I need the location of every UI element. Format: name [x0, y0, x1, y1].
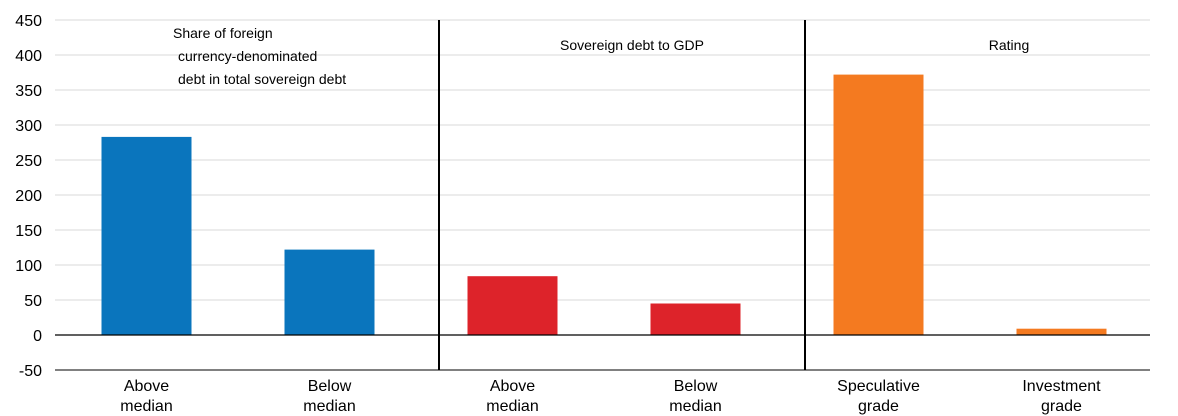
panel-title-line: currency-denominated — [178, 48, 317, 64]
y-tick-label: 350 — [15, 83, 42, 100]
y-tick-label: 300 — [15, 118, 42, 135]
category-label: Above — [124, 378, 169, 395]
panel-title-line: debt in total sovereign debt — [178, 71, 346, 87]
x-axis-category-labels: Above median Below median Above median Below me… — [120, 378, 1101, 415]
bar — [284, 249, 375, 335]
bar — [467, 276, 558, 335]
y-tick-label: 450 — [15, 13, 42, 30]
category-label: Below — [308, 378, 352, 395]
y-axis-tick-labels: -50 0 50 100 150 200 250 300 350 400 450 — [15, 13, 42, 380]
category-label: median — [120, 398, 172, 415]
panel-title-line: Sovereign debt to GDP — [560, 37, 704, 53]
bar — [1016, 328, 1107, 335]
category-label: Below — [674, 378, 718, 395]
axes — [55, 334, 1150, 371]
category-label: median — [303, 398, 355, 415]
bar — [101, 136, 192, 335]
y-tick-label: 250 — [15, 153, 42, 170]
y-tick-label: 150 — [15, 223, 42, 240]
y-tick-label: 200 — [15, 188, 42, 205]
category-label: Above — [490, 378, 535, 395]
panel-separators — [438, 20, 806, 370]
gridlines — [55, 19, 1150, 301]
panel-title-line: Rating — [989, 37, 1029, 53]
bar — [650, 303, 741, 335]
category-label: grade — [858, 398, 899, 415]
category-label: Speculative — [837, 378, 920, 395]
category-label: median — [486, 398, 538, 415]
category-label: median — [669, 398, 721, 415]
category-label: grade — [1041, 398, 1082, 415]
y-tick-label: 0 — [33, 328, 42, 345]
category-label: Investment — [1022, 378, 1101, 395]
bars — [101, 74, 1107, 335]
panel-titles: Share of foreign currency-denominated debt… — [173, 25, 1029, 87]
panel-title-line: Share of foreign — [173, 25, 273, 41]
y-tick-label: 100 — [15, 258, 42, 275]
bar — [833, 74, 924, 335]
y-tick-label: 50 — [24, 293, 42, 310]
y-tick-label: 400 — [15, 48, 42, 65]
y-tick-label: -50 — [19, 363, 42, 380]
